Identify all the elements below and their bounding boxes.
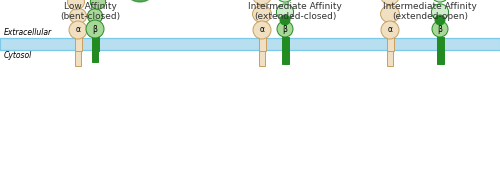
Text: Intermediate Affinity
(extended-closed): Intermediate Affinity (extended-closed): [248, 2, 342, 21]
Bar: [0, 38, 500, 50]
Ellipse shape: [280, 15, 290, 25]
Bar: [75, 50, 81, 66]
Text: α: α: [260, 25, 264, 35]
Text: Intermediate Affinity
(extended-open): Intermediate Affinity (extended-open): [383, 2, 477, 21]
Ellipse shape: [380, 5, 400, 23]
Text: α: α: [76, 25, 80, 35]
Bar: [282, 37, 288, 51]
Ellipse shape: [252, 5, 272, 23]
Text: β: β: [92, 25, 98, 33]
Text: Low Affinity
(bent-closed): Low Affinity (bent-closed): [60, 2, 120, 21]
Ellipse shape: [381, 21, 399, 39]
Bar: [259, 50, 265, 66]
Bar: [436, 50, 444, 64]
Ellipse shape: [432, 0, 448, 2]
Ellipse shape: [435, 15, 445, 25]
Ellipse shape: [432, 21, 448, 37]
Text: β: β: [282, 25, 288, 33]
Ellipse shape: [277, 21, 293, 37]
Bar: [386, 37, 394, 51]
Bar: [436, 37, 444, 51]
Ellipse shape: [380, 0, 400, 5]
Ellipse shape: [69, 21, 87, 39]
Text: Extracellular: Extracellular: [4, 28, 52, 37]
Ellipse shape: [276, 4, 293, 20]
Ellipse shape: [276, 0, 293, 2]
Ellipse shape: [252, 0, 272, 5]
Ellipse shape: [119, 0, 161, 2]
Ellipse shape: [253, 21, 271, 39]
Ellipse shape: [68, 0, 84, 10]
Bar: [74, 37, 82, 51]
Bar: [92, 50, 98, 62]
Text: Cytosol: Cytosol: [4, 51, 32, 60]
Ellipse shape: [88, 9, 102, 23]
Ellipse shape: [432, 4, 448, 20]
Ellipse shape: [90, 0, 106, 9]
Bar: [387, 50, 393, 66]
Bar: [282, 50, 288, 64]
Text: β: β: [438, 25, 442, 33]
Bar: [92, 37, 98, 51]
Ellipse shape: [86, 20, 104, 38]
Ellipse shape: [70, 8, 86, 24]
Text: α: α: [388, 25, 392, 35]
Bar: [258, 37, 266, 51]
